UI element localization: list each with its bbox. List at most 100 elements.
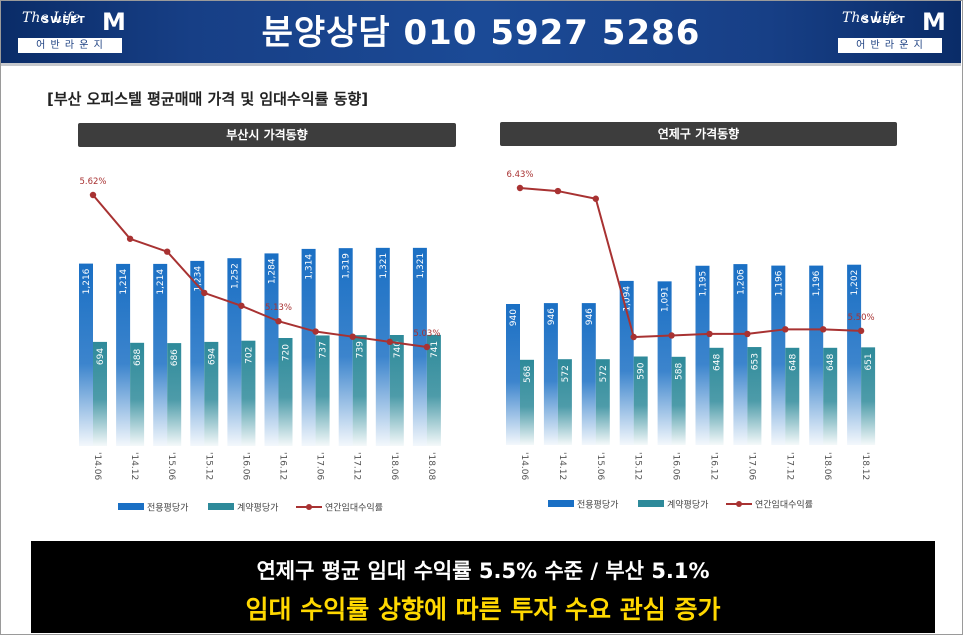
bar-label-exclusive-1-5: 1,195 <box>699 271 709 297</box>
bar-label-exclusive-1-2: 946 <box>585 308 595 325</box>
bar-label-contract-0-9: 741 <box>430 341 440 358</box>
bar-contract-0-4 <box>241 340 256 446</box>
yield-point-1-7 <box>782 326 789 333</box>
bar-label-exclusive-0-3: 1,234 <box>193 266 203 292</box>
consultation-phone: 분양상담 010 5927 5286 <box>261 13 701 53</box>
bar-label-contract-1-8: 648 <box>826 354 836 371</box>
bar-contract-0-2 <box>167 343 182 446</box>
tick-label-1-1: '14.12 <box>557 452 567 480</box>
bar-exclusive-1-1 <box>543 303 558 445</box>
yield-label-0-5: 5.13% <box>265 303 292 313</box>
brand-logo-right: The Life SWEET M 어 반 라 운 지 <box>836 8 946 54</box>
legend-swatch-exclusive-1 <box>548 500 574 507</box>
logo-script: The Life <box>22 10 81 26</box>
bar-contract-0-7 <box>352 335 367 446</box>
bar-label-contract-0-3: 694 <box>207 348 217 365</box>
bar-label-contract-1-1: 572 <box>561 365 571 382</box>
bar-label-exclusive-0-5: 1,284 <box>268 258 278 284</box>
summary-line-1: 연제구 평균 임대 수익률 5.5% 수준 / 부산 5.1% <box>256 559 710 583</box>
tick-label-0-0: '14.06 <box>92 452 102 481</box>
bar-contract-1-1 <box>557 359 572 445</box>
yield-point-0-9 <box>423 343 431 351</box>
tick-label-1-7: '17.12 <box>784 452 794 480</box>
yield-point-0-2 <box>164 248 171 255</box>
bar-exclusive-1-8 <box>809 265 824 445</box>
yield-line-0 <box>92 194 428 348</box>
legend-swatch-contract-0 <box>208 503 234 510</box>
bar-label-contract-0-7: 739 <box>356 341 366 358</box>
bar-label-exclusive-0-8: 1,321 <box>379 253 389 279</box>
bar-exclusive-0-6 <box>301 248 316 446</box>
legend-label-0-1: 계약평당가 <box>237 502 278 514</box>
legend-label-0-2: 연간임대수익률 <box>325 502 383 514</box>
bar-contract-1-2 <box>595 359 610 445</box>
chart-title-busan: 부산시 가격동향 <box>78 123 456 147</box>
bar-label-contract-1-6: 653 <box>750 353 760 370</box>
bar-label-contract-1-9: 651 <box>864 353 874 370</box>
bar-contract-1-9 <box>861 347 876 445</box>
summary-line-2: 임대 수익률 상향에 따른 투자 수요 관심 증가 <box>245 595 721 624</box>
bar-exclusive-0-5 <box>264 253 279 446</box>
yield-point-0-3 <box>201 289 208 297</box>
brand-logo-left: The Life SWEET M 어 반 라 운 지 <box>16 8 126 54</box>
bar-label-contract-0-6: 737 <box>319 341 329 358</box>
bar-contract-1-6 <box>747 347 762 445</box>
bar-label-exclusive-0-6: 1,314 <box>305 254 315 280</box>
yield-point-1-5 <box>706 330 713 338</box>
bar-label-contract-0-0: 694 <box>96 348 106 365</box>
bar-contract-1-3 <box>633 356 648 445</box>
logo-script: The Life <box>842 10 901 26</box>
logo-subtitle: 어 반 라 운 지 <box>18 38 122 53</box>
yield-point-1-9 <box>857 327 865 335</box>
tick-label-1-5: '16.12 <box>709 452 719 480</box>
bar-exclusive-1-5 <box>695 265 710 445</box>
yield-point-1-0 <box>516 184 524 192</box>
bar-label-exclusive-1-6: 1,206 <box>736 269 746 295</box>
legend-label-1-2: 연간임대수익률 <box>755 499 813 511</box>
yield-label-0-9: 5.03% <box>413 329 440 339</box>
bar-contract-0-5 <box>278 338 293 446</box>
yield-point-1-1 <box>554 187 562 195</box>
tick-label-0-4: '16.06 <box>240 452 250 481</box>
bar-exclusive-1-6 <box>733 264 748 445</box>
yield-point-1-4 <box>668 332 675 339</box>
yield-point-1-8 <box>820 326 827 333</box>
yield-point-0-7 <box>349 333 356 340</box>
yield-label-0-0: 5.62% <box>79 177 106 187</box>
bar-contract-1-0 <box>520 359 534 445</box>
bar-label-exclusive-0-7: 1,319 <box>342 253 352 279</box>
bar-exclusive-1-0 <box>506 304 520 445</box>
yield-label-1-0: 6.43% <box>506 170 533 180</box>
bar-label-exclusive-1-0: 940 <box>509 309 519 326</box>
bar-label-exclusive-1-9: 1,202 <box>850 270 860 296</box>
legend-label-0-0: 전용평당가 <box>147 503 188 514</box>
banner-divider <box>1 63 961 66</box>
bar-label-contract-0-5: 720 <box>282 344 292 361</box>
bar-label-exclusive-0-0: 1,216 <box>82 268 92 294</box>
logo-m: M <box>922 8 946 36</box>
bar-label-exclusive-0-1: 1,214 <box>119 269 129 295</box>
tick-label-1-9: '18.12 <box>860 452 870 480</box>
yield-point-0-6 <box>312 328 319 335</box>
bar-label-exclusive-1-1: 946 <box>547 308 557 325</box>
yield-point-0-1 <box>126 235 134 242</box>
yield-point-1-6 <box>744 330 751 338</box>
bar-exclusive-1-2 <box>581 303 596 445</box>
bar-label-contract-0-2: 686 <box>170 349 180 366</box>
bar-label-exclusive-1-7: 1,196 <box>774 270 784 296</box>
bar-exclusive-0-1 <box>116 263 131 446</box>
bar-label-contract-0-8: 740 <box>393 341 403 358</box>
tick-label-1-8: '18.06 <box>822 452 832 481</box>
bar-exclusive-1-7 <box>771 265 786 445</box>
bar-label-contract-1-7: 648 <box>788 354 798 371</box>
tick-label-0-8: '18.06 <box>389 452 399 481</box>
legend-label-1-0: 전용평당가 <box>577 500 618 511</box>
yield-point-0-0 <box>89 191 97 199</box>
bar-contract-0-6 <box>315 335 330 446</box>
tick-label-1-6: '17.06 <box>746 452 756 481</box>
bar-exclusive-0-8 <box>375 247 390 446</box>
legend-label-1-1: 계약평당가 <box>667 499 708 511</box>
legend-swatch-dot-1 <box>736 501 742 507</box>
bar-exclusive-0-0 <box>79 263 93 446</box>
page-title: [부산 오피스텔 평균매매 가격 및 임대수익률 동향] <box>47 90 369 108</box>
